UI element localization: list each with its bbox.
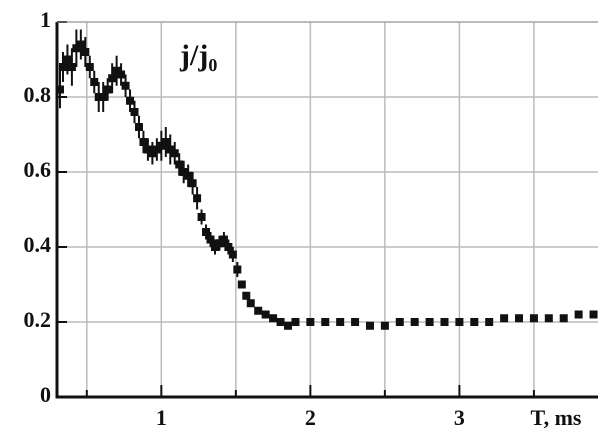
point xyxy=(67,63,76,71)
point xyxy=(395,318,404,326)
point xyxy=(425,318,434,326)
point xyxy=(321,318,330,326)
point xyxy=(134,123,143,131)
point xyxy=(529,314,538,323)
point xyxy=(574,310,583,319)
x-tick-label: 2 xyxy=(305,405,316,430)
point xyxy=(233,265,242,274)
point xyxy=(130,108,139,116)
point xyxy=(112,66,121,75)
point xyxy=(206,235,215,244)
point xyxy=(455,318,464,326)
point xyxy=(161,138,170,146)
point xyxy=(254,306,263,315)
point xyxy=(152,145,161,154)
annotation: j/j₀ xyxy=(179,39,217,72)
y-tick-label: 0.2 xyxy=(24,307,52,332)
point xyxy=(197,213,206,221)
x-tick-label: 1 xyxy=(156,405,167,430)
point xyxy=(485,318,494,326)
point xyxy=(365,321,374,330)
point xyxy=(108,74,117,83)
point xyxy=(99,93,108,101)
point xyxy=(544,314,553,323)
point xyxy=(58,63,67,71)
point xyxy=(55,85,64,94)
point xyxy=(242,291,251,300)
x-axis-label: T, ms xyxy=(531,405,582,430)
point xyxy=(103,85,112,94)
point xyxy=(559,314,568,323)
point xyxy=(126,96,135,105)
point xyxy=(410,318,419,326)
point xyxy=(351,318,360,326)
point xyxy=(157,141,166,150)
point xyxy=(515,314,524,323)
y-tick-label: 0 xyxy=(40,382,51,407)
point xyxy=(193,194,202,203)
point xyxy=(500,314,509,323)
point xyxy=(261,310,270,319)
point xyxy=(210,243,219,251)
point xyxy=(202,228,211,236)
point xyxy=(76,40,85,49)
point xyxy=(215,239,224,248)
point xyxy=(589,310,598,319)
point xyxy=(90,78,99,86)
point xyxy=(121,81,130,90)
point xyxy=(81,48,90,56)
y-tick-label: 0.4 xyxy=(24,232,52,257)
y-tick-label: 1 xyxy=(40,7,51,32)
point xyxy=(148,149,157,158)
point xyxy=(306,318,315,326)
point xyxy=(228,250,237,259)
x-tick-label: 3 xyxy=(454,405,465,430)
point xyxy=(224,243,233,251)
point xyxy=(117,70,126,79)
y-tick-label: 0.6 xyxy=(24,157,52,182)
point xyxy=(188,179,197,188)
point xyxy=(380,321,389,330)
point xyxy=(170,149,179,158)
point xyxy=(166,145,175,154)
point xyxy=(143,145,152,154)
point xyxy=(276,318,285,326)
point xyxy=(175,160,184,169)
point xyxy=(269,314,278,323)
point xyxy=(184,171,193,180)
point xyxy=(284,321,293,330)
point xyxy=(85,63,94,71)
point xyxy=(291,318,300,326)
point xyxy=(336,318,345,326)
point xyxy=(246,299,255,308)
point xyxy=(94,93,103,101)
point xyxy=(440,318,449,326)
point xyxy=(72,44,81,53)
point xyxy=(470,318,479,326)
y-tick-label: 0.8 xyxy=(24,82,52,107)
axes-frame xyxy=(55,22,598,399)
point xyxy=(179,168,188,176)
point xyxy=(237,280,246,289)
point xyxy=(63,55,72,64)
point xyxy=(219,235,228,244)
point xyxy=(139,138,148,146)
